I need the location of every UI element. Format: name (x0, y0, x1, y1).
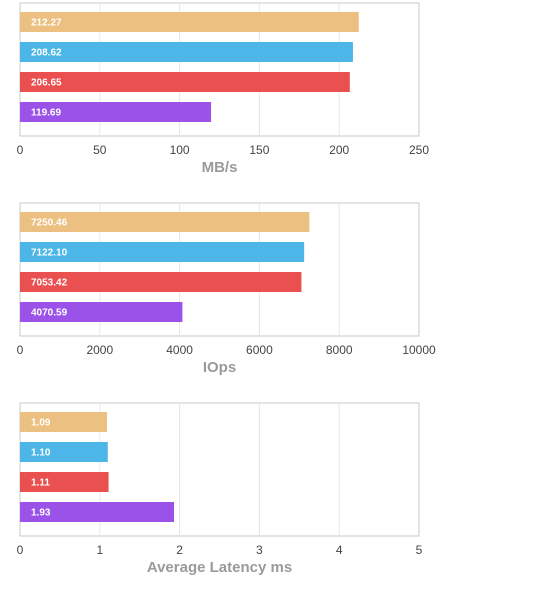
chart-latency: 1.09 1.10 1.11 1.93 0 1 2 3 4 5 Average Latency ms (0, 400, 560, 590)
throughput-tick-label: 150 (249, 143, 269, 157)
chart-iops-svg: 7250.46 7122.10 7053.42 4070.59 0 2000 4000 600… (17, 202, 436, 376)
latency-bar (20, 442, 108, 462)
throughput-tick-label: 0 (17, 143, 24, 157)
iops-tick-label: 8000 (326, 343, 353, 357)
throughput-bar (20, 102, 212, 122)
iops-tick-label: 0 (17, 343, 24, 357)
throughput-bar-label: 208.62 (31, 48, 62, 59)
chart-iops: 7250.46 7122.10 7053.42 4070.59 0 2000 4000 600… (0, 200, 560, 390)
iops-tick-label: 6000 (246, 343, 273, 357)
latency-bar (20, 412, 107, 432)
latency-tick-label: 1 (96, 543, 103, 557)
latency-bar-label: 1.93 (31, 508, 51, 519)
throughput-bar (20, 12, 359, 32)
iops-bar-label: 7250.46 (31, 218, 68, 229)
throughput-bar (20, 72, 350, 92)
latency-bar-label: 1.11 (31, 478, 50, 489)
iops-bar-label: 7053.42 (31, 278, 68, 289)
chart-throughput-svg: 212.27 208.62 206.65 119.69 0 50 100 150 200 250 M… (17, 2, 429, 176)
iops-bar-label: 4070.59 (31, 308, 68, 319)
latency-tick-label: 5 (416, 543, 423, 557)
throughput-bar-label: 212.27 (31, 18, 62, 29)
latency-tick-label: 2 (176, 543, 183, 557)
throughput-bar (20, 42, 353, 62)
throughput-tick-label: 100 (170, 143, 190, 157)
iops-bar-label: 7122.10 (31, 248, 68, 259)
latency-tick-label: 3 (256, 543, 263, 557)
iops-bar (20, 272, 302, 292)
latency-tick-label: 0 (17, 543, 24, 557)
latency-bar (20, 472, 109, 492)
throughput-bar-label: 119.69 (31, 108, 61, 119)
chart-latency-svg: 1.09 1.10 1.11 1.93 0 1 2 3 4 5 Average Latency ms (17, 402, 423, 576)
latency-bar-label: 1.10 (31, 448, 51, 459)
throughput-tick-label: 250 (409, 143, 429, 157)
iops-bar (20, 302, 183, 322)
throughput-bar-label: 206.65 (31, 78, 62, 89)
latency-axis-label: Average Latency ms (147, 559, 292, 576)
iops-bar (20, 242, 305, 262)
throughput-tick-label: 50 (93, 143, 107, 157)
latency-bar (20, 502, 175, 522)
latency-tick-label: 4 (336, 543, 343, 557)
iops-tick-label: 10000 (402, 343, 436, 357)
throughput-axis-label: MB/s (202, 159, 238, 176)
throughput-tick-label: 200 (329, 143, 349, 157)
iops-bar (20, 212, 310, 232)
iops-tick-label: 4000 (166, 343, 193, 357)
chart-throughput: 212.27 208.62 206.65 119.69 0 50 100 150 200 250 M… (0, 0, 560, 190)
iops-axis-label: IOps (203, 359, 236, 376)
iops-tick-label: 2000 (86, 343, 113, 357)
latency-bar-label: 1.09 (31, 418, 51, 429)
